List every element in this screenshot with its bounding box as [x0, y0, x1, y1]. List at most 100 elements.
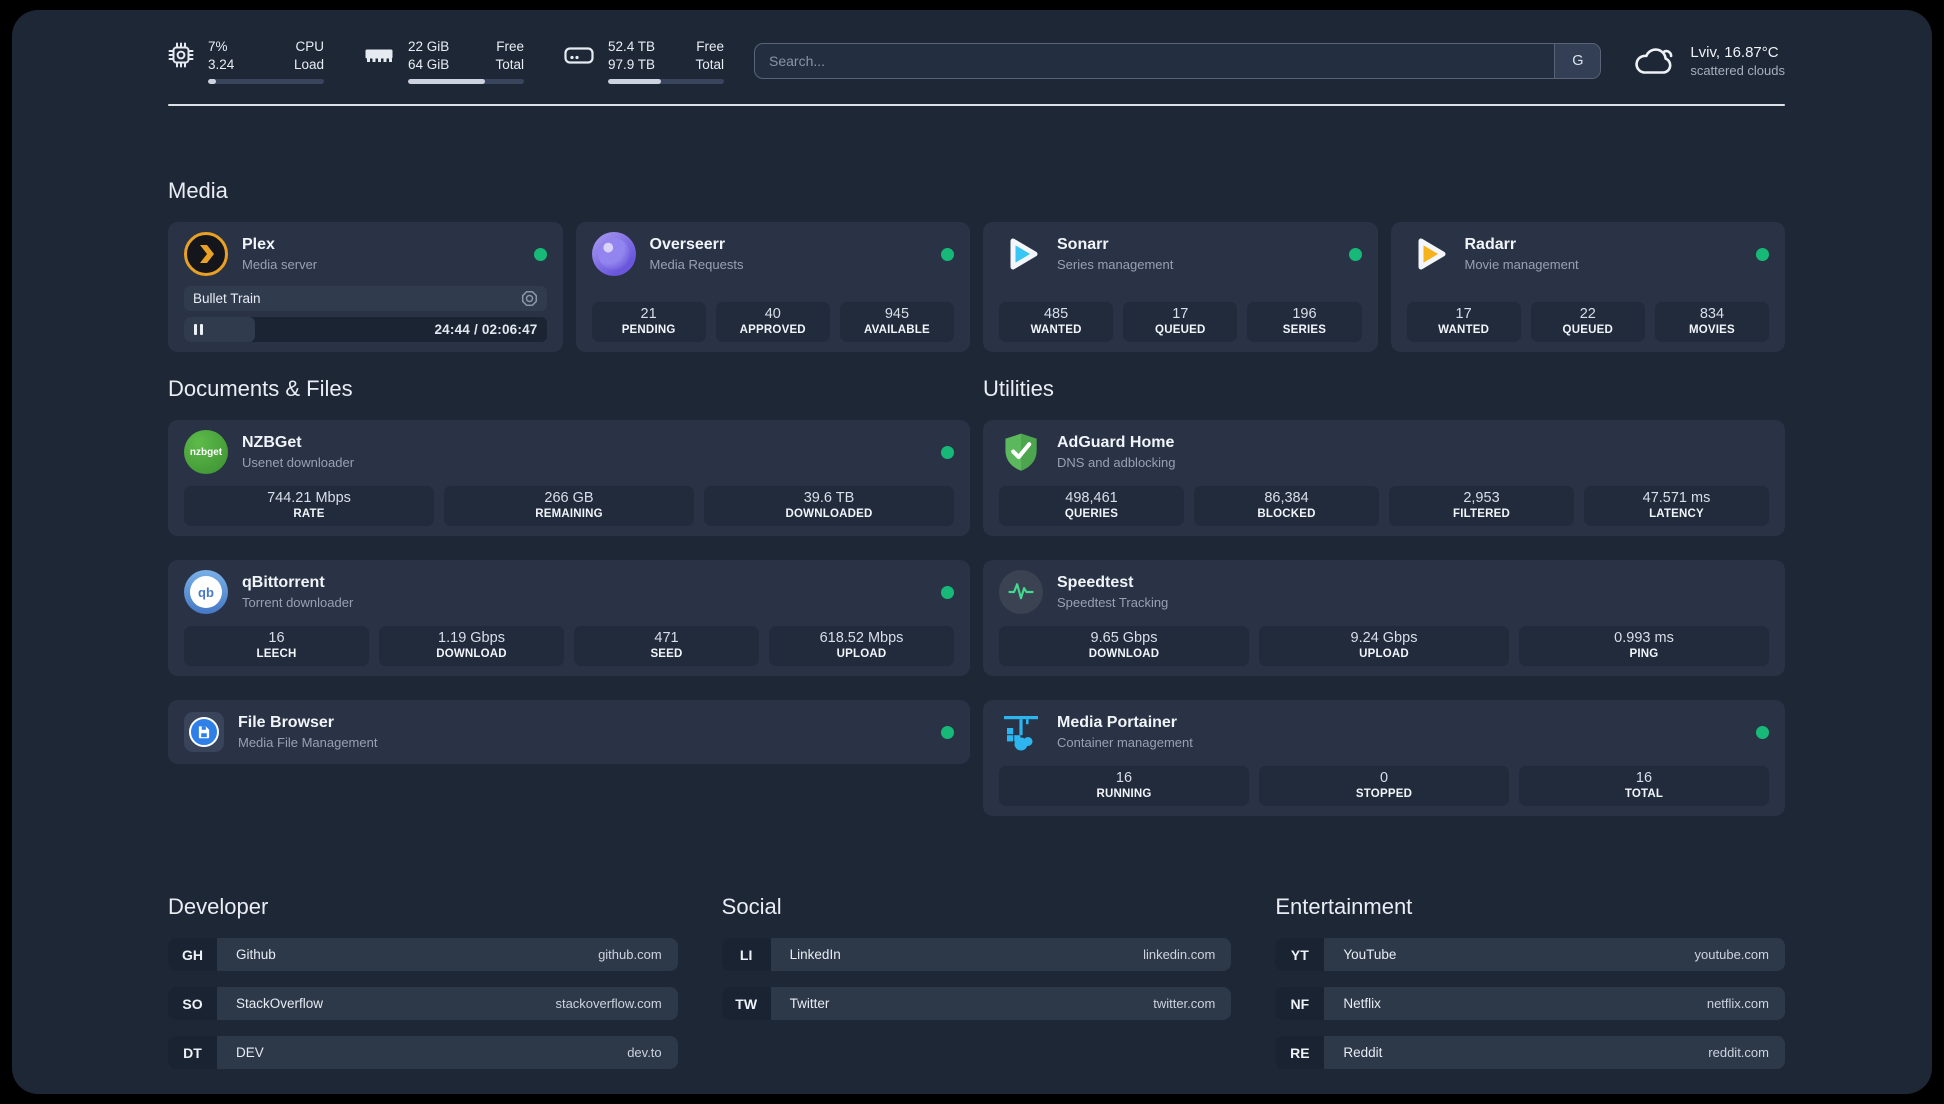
app-name: Media Portainer	[1057, 714, 1178, 731]
stat-tile-downloaded: 39.6 TB DOWNLOADED	[704, 486, 954, 526]
app-card-nzbget[interactable]: nzbget NZBGet Usenet downloader 744.21 M…	[168, 420, 970, 536]
app-card-sonarr[interactable]: Sonarr Series management 485 WANTED 17 QUE…	[983, 222, 1378, 352]
bookmark-url: twitter.com	[1153, 996, 1216, 1011]
stat-tile-pending: 21 PENDING	[591, 302, 706, 342]
stat-tile-remaining: 266 GB REMAINING	[444, 486, 694, 526]
app-card-radarr[interactable]: Radarr Movie management 17 WANTED 22 QUEUE…	[1390, 222, 1785, 352]
dashboard-board: 7% CPU 3.24 Load 22 GiB Free 64 GiB Total	[12, 10, 1932, 1094]
now-playing-title: Bullet Train	[193, 291, 261, 306]
bookmark-url: netflix.com	[1706, 996, 1769, 1011]
playback-time: 24:44 / 02:06:47	[434, 322, 538, 337]
stat-tile-leech: 16 LEECH	[184, 626, 369, 666]
search-input[interactable]	[755, 44, 1555, 78]
stat-tile-approved: 40 APPROVED	[715, 302, 830, 342]
app-subtitle: Usenet downloader	[242, 455, 355, 470]
app-name: Sonarr	[1057, 236, 1109, 253]
overseerr-icon	[591, 232, 636, 276]
app-subtitle: Media Requests	[649, 257, 744, 272]
bookmark-abbr: LI	[721, 938, 771, 971]
storage-free-label: Free	[696, 39, 724, 54]
bookmark-url: reddit.com	[1708, 1045, 1769, 1060]
filebrowser-icon	[184, 712, 224, 752]
app-card-speedtest[interactable]: Speedtest Speedtest Tracking 9.65 Gbps DO…	[983, 560, 1785, 676]
app-subtitle: Media server	[242, 257, 318, 272]
weather-widget: Lviv, 16.87°C scattered clouds	[1631, 44, 1785, 78]
stat-tile-movies: 834 MOVIES	[1654, 302, 1770, 342]
memory-stat: 22 GiB Free 64 GiB Total	[364, 38, 524, 84]
app-card-filebrowser[interactable]: File Browser Media File Management	[168, 700, 970, 764]
section-title-social: Social	[721, 894, 782, 919]
app-subtitle: Series management	[1057, 257, 1174, 272]
section-title-utilities: Utilities	[983, 376, 1054, 401]
playback-progress-bar: 24:44 / 02:06:47	[184, 317, 547, 342]
app-card-qbittorrent[interactable]: qb qBittorrent Torrent downloader 16 LEEC…	[168, 560, 970, 676]
bookmark-abbr: YT	[1275, 938, 1325, 971]
app-subtitle: Container management	[1057, 735, 1193, 750]
stat-tile-wanted: 485 WANTED	[999, 302, 1114, 342]
bookmark-name: LinkedIn	[789, 947, 841, 962]
status-online-dot	[941, 585, 954, 599]
bookmark-abbr: NF	[1275, 987, 1325, 1020]
memory-icon	[365, 49, 393, 62]
cpu-load-label: Load	[293, 57, 324, 72]
stat-tile-queries: 498,461 QUERIES	[999, 486, 1184, 526]
stat-tile-blocked: 86,384 BLOCKED	[1194, 486, 1379, 526]
stat-tile-available: 945 AVAILABLE	[839, 302, 955, 342]
section-media: Media Plex Media server Bullet Train	[168, 178, 1785, 352]
app-card-overseerr[interactable]: Overseerr Media Requests 21 PENDING 40 APP…	[575, 222, 970, 352]
app-subtitle: Movie management	[1464, 257, 1579, 272]
bookmark-abbr: RE	[1275, 1036, 1325, 1069]
cpu-load-value: 3.24	[208, 57, 235, 72]
app-card-plex[interactable]: Plex Media server Bullet Train	[168, 222, 563, 352]
bookmark-url: github.com	[598, 947, 662, 962]
stat-tile-queued: 17 QUEUED	[1123, 302, 1238, 342]
cpu-icon	[168, 42, 194, 68]
bookmark-name: Reddit	[1343, 1045, 1383, 1060]
bookmark-youtube[interactable]: YT YouTube youtube.com	[1275, 938, 1785, 971]
header-divider	[168, 104, 1785, 106]
app-name: File Browser	[238, 714, 335, 731]
nzbget-icon: nzbget	[184, 430, 228, 474]
status-online-dot	[941, 247, 954, 261]
bookmark-name: Twitter	[789, 996, 830, 1011]
section-title-developer: Developer	[168, 894, 269, 919]
app-subtitle: Torrent downloader	[242, 595, 354, 610]
bookmark-linkedin[interactable]: LI LinkedIn linkedin.com	[721, 938, 1232, 971]
memory-total-value: 64 GiB	[408, 57, 450, 72]
bookmark-group-social: Social LI LinkedIn linkedin.com TW Twitt…	[721, 894, 1232, 1085]
memory-progress-bar	[408, 79, 524, 84]
bookmark-stackoverflow[interactable]: SO StackOverflow stackoverflow.com	[168, 987, 678, 1020]
app-name: Speedtest	[1057, 574, 1134, 591]
bookmark-netflix[interactable]: NF Netflix netflix.com	[1275, 987, 1785, 1020]
speedtest-icon	[999, 570, 1043, 614]
search-engine-button[interactable]: G	[1554, 44, 1601, 78]
storage-free-value: 52.4 TB	[608, 39, 656, 54]
app-subtitle: Media File Management	[238, 735, 378, 750]
bookmark-group-entertainment: Entertainment YT YouTube youtube.com NF …	[1275, 894, 1785, 1085]
bookmark-url: dev.to	[627, 1045, 662, 1060]
bookmark-dev[interactable]: DT DEV dev.to	[168, 1036, 678, 1069]
status-online-dot	[533, 247, 547, 261]
qbittorrent-icon: qb	[184, 570, 228, 614]
bookmark-twitter[interactable]: TW Twitter twitter.com	[721, 987, 1232, 1020]
app-card-portainer[interactable]: Media Portainer Container management 16 R…	[983, 700, 1785, 816]
stat-tile-latency: 47.571 ms LATENCY	[1584, 486, 1769, 526]
search-bar[interactable]: G	[754, 43, 1602, 79]
top-bar: 7% CPU 3.24 Load 22 GiB Free 64 GiB Total	[168, 38, 1785, 84]
stat-tile-wanted: 17 WANTED	[1406, 302, 1521, 342]
stat-tile-upload: 9.24 Gbps UPLOAD	[1259, 626, 1509, 666]
bookmark-url: linkedin.com	[1143, 947, 1216, 962]
bookmark-abbr: TW	[721, 987, 771, 1020]
plex-icon	[184, 232, 228, 276]
bookmark-group-developer: Developer GH Github github.com SO StackO…	[168, 894, 678, 1085]
app-card-adguard[interactable]: AdGuard Home DNS and adblocking 498,461 Q…	[983, 420, 1785, 536]
weather-location: Lviv, 16.87°C	[1690, 44, 1779, 61]
bookmark-github[interactable]: GH Github github.com	[168, 938, 678, 971]
stat-tile-stopped: 0 STOPPED	[1259, 766, 1509, 806]
bookmark-name: Github	[236, 947, 276, 962]
bookmark-reddit[interactable]: RE Reddit reddit.com	[1275, 1036, 1785, 1069]
bookmark-name: YouTube	[1343, 947, 1397, 962]
stat-tile-ping: 0.993 ms PING	[1519, 626, 1769, 666]
storage-progress-bar	[608, 79, 724, 84]
app-name: Overseerr	[649, 236, 726, 253]
